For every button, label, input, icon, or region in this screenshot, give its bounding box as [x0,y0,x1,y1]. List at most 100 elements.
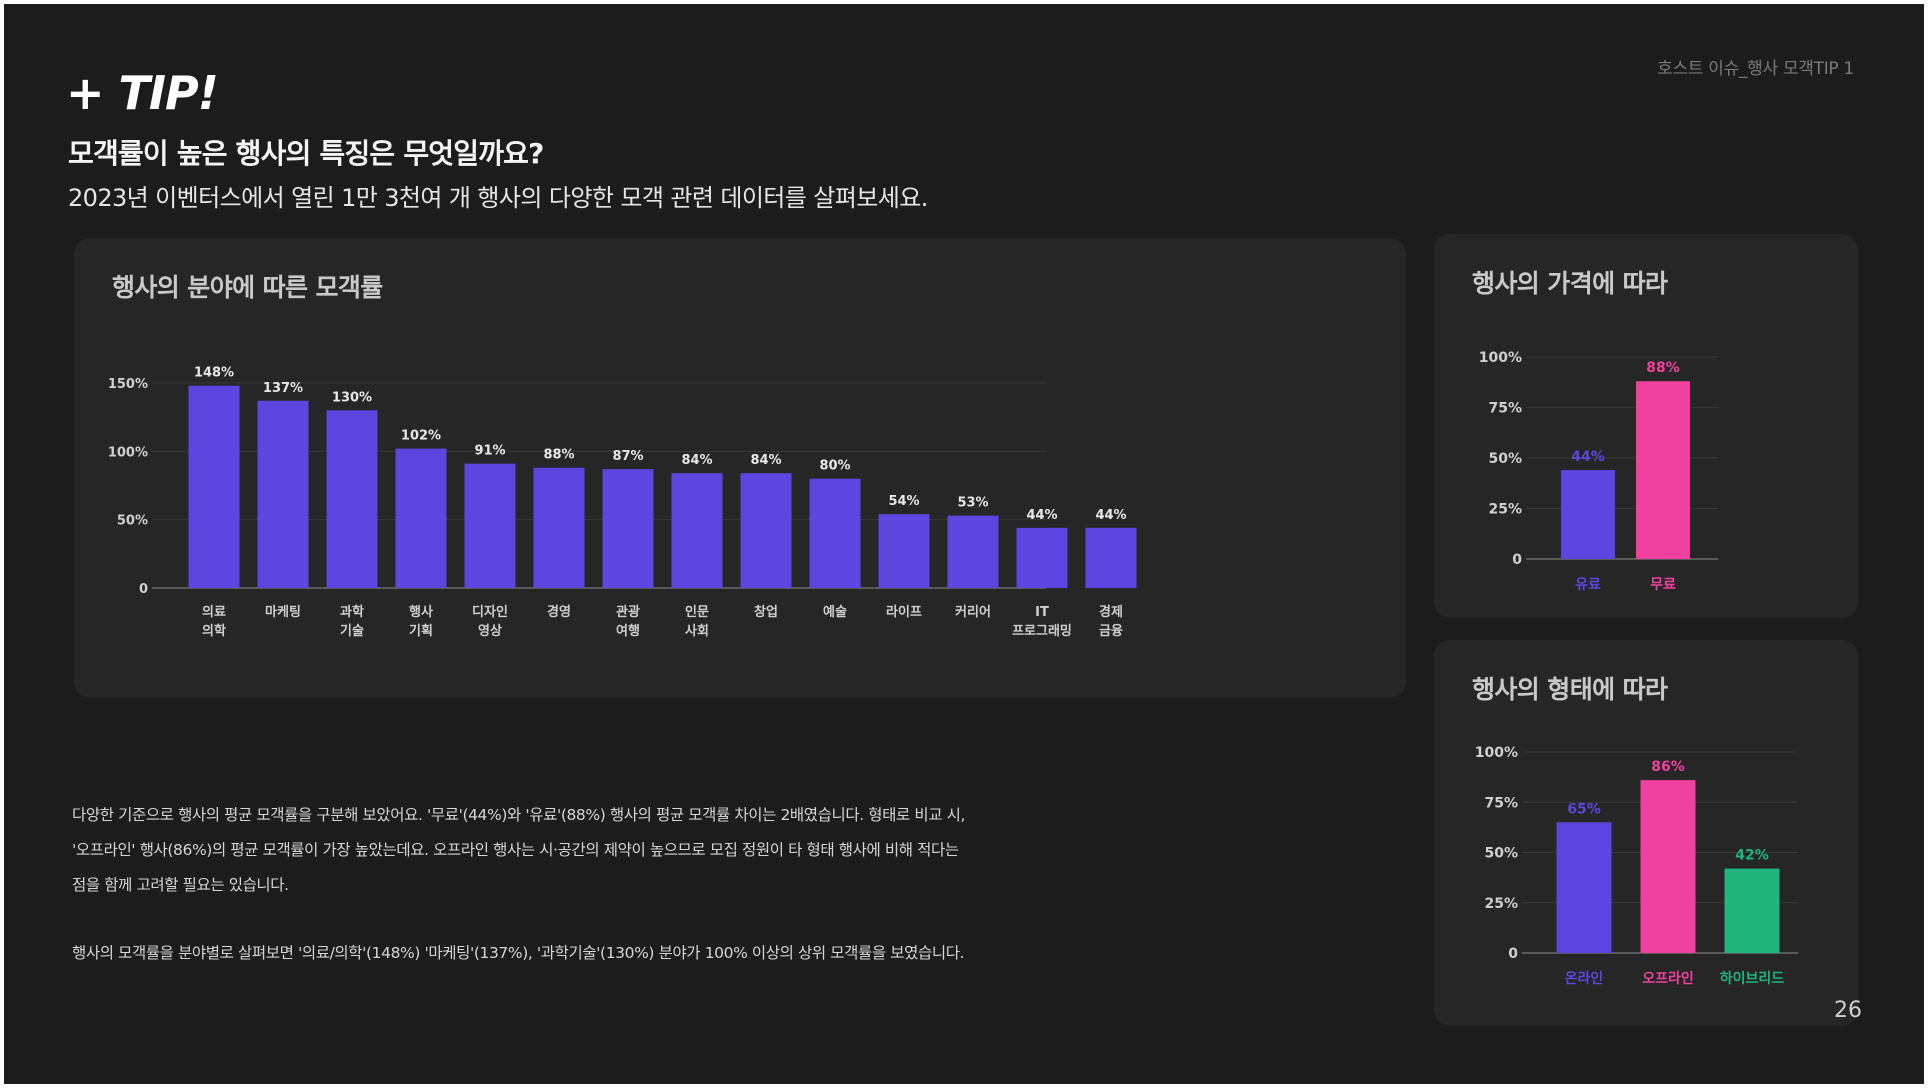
category-chart-category-label: 창업 [754,604,778,620]
category-chart-category-label: 영상 [478,624,502,639]
category-chart-category-label: 마케팅 [265,604,301,620]
category-chart-category-label: 여행 [616,623,640,639]
tip-title: + TIP! [66,66,219,120]
category-chart-value-label: 84% [750,453,781,468]
format-chart-title: 행사의 형태에 따라 [1472,675,1668,704]
category-chart-category-label: 예술 [823,604,847,620]
category-chart-bar [809,478,861,588]
format-chart-bar [1724,868,1780,953]
category-chart-bar [464,463,516,588]
category-chart-bar [947,515,999,588]
category-chart-category-label: 사회 [685,623,709,639]
category-chart-category-label: 행사 [409,604,433,620]
category-chart-y-tick-label: 100% [108,445,148,460]
category-chart-value-label: 88% [543,448,574,463]
category-chart-value-label: 80% [819,459,850,474]
category-chart-value-label: 91% [474,444,505,459]
category-chart-category-label: 기획 [409,623,433,639]
page-heading: 모객률이 높은 행사의 특징은 무엇일까요? [68,137,544,170]
category-chart-value-label: 148% [194,366,234,381]
category-chart-value-label: 130% [332,390,372,405]
category-chart-category-label: 의학 [202,623,226,639]
category-chart-value-label: 44% [1026,508,1057,523]
format-chart-y-tick-label: 75% [1484,795,1518,811]
format-chart-category-label: 오프라인 [1642,970,1694,987]
category-chart-bar [1085,527,1137,588]
description-line-2: '오프라인' 행사(86%)의 평균 모객률이 가장 높았는데요. 오프라인 행… [72,841,959,859]
category-chart-category-label: 라이프 [886,604,922,620]
price-chart-title: 행사의 가격에 따라 [1472,269,1668,298]
category-chart-value-label: 44% [1095,508,1126,523]
category-chart-bar [602,469,654,588]
description-line-3: 점을 함께 고려할 필요는 있습니다. [72,876,289,894]
price-chart-category-label: 유료 [1575,577,1601,593]
category-chart-category-label: 인문 [685,604,709,620]
format-chart-value-label: 42% [1735,848,1769,864]
price-chart-category-label: 무료 [1650,577,1676,593]
category-chart-category-label: IT [1035,605,1049,620]
price-chart-bar [1636,381,1690,559]
category-chart-bar [533,467,585,588]
format-chart-category-label: 하이브리드 [1720,970,1785,987]
category-chart-category-label: 커리어 [955,604,991,620]
format-chart: 0 25% 50% 75% 100% 65% 온라인 86% 오프라인 42% 하이브리드 [1475,745,1798,987]
category-chart-y-tick-label: 50% [117,514,148,529]
category-chart-y-tick-label: 150% [108,377,148,392]
price-chart-bar [1561,470,1615,559]
price-chart-y-tick-label: 75% [1488,401,1522,417]
category-chart-value-label: 87% [612,449,643,464]
category-chart-bar [671,473,723,588]
category-chart-value-label: 53% [957,496,988,511]
category-chart-bar [878,514,930,588]
section-label: 호스트 이슈_행사 모객TIP 1 [1657,59,1854,79]
format-chart-value-label: 86% [1651,759,1685,775]
category-chart-value-label: 54% [888,494,919,509]
category-chart-bar [395,448,447,588]
category-chart-value-label: 102% [401,429,441,444]
description-line-1: 다양한 기준으로 행사의 평균 모객률을 구분해 보았어요. '무료'(44%)… [72,806,966,824]
category-chart-category-label: 경제 [1099,604,1123,620]
price-chart-value-label: 88% [1646,360,1680,376]
price-chart: 0 25% 50% 75% 100% 44% 유료 88% 무료 [1479,350,1718,593]
price-chart-y-tick-label: 100% [1479,350,1522,366]
format-chart-bar [1556,822,1612,953]
category-chart-bar [188,385,240,588]
format-chart-bar [1640,780,1696,953]
format-chart-y-tick-label: 0 [1508,946,1518,962]
format-chart-value-label: 65% [1567,801,1601,817]
price-chart-value-label: 44% [1571,449,1605,465]
category-chart-category-label: 금융 [1099,623,1123,639]
price-chart-y-tick-label: 0 [1512,552,1522,568]
price-chart-y-tick-label: 25% [1488,502,1522,518]
category-chart-value-label: 137% [263,381,303,396]
category-chart-value-label: 84% [681,453,712,468]
category-chart-y-tick-label: 0 [139,582,148,597]
category-chart-category-label: 경영 [547,604,571,620]
category-chart-bar [257,400,309,588]
format-chart-y-tick-label: 100% [1475,745,1518,761]
format-chart-card: 행사의 형태에 따라 0 25% 50% 75% 100% 65% 온라인 86% 오프라인 42… [1434,640,1858,1026]
page-number: 26 [1834,998,1862,1023]
format-chart-category-label: 온라인 [1565,970,1604,987]
category-chart-category-label: 디자인 [472,604,508,620]
category-chart-category-label: 관광 [616,604,640,620]
price-chart-card: 행사의 가격에 따라 0 25% 50% 75% 100% 44% 유료 88% 무료 [1434,234,1858,618]
category-chart-bar [1016,527,1068,588]
category-chart-category-label: 과학 [340,604,364,620]
description-paragraph-1: 다양한 기준으로 행사의 평균 모객률을 구분해 보았어요. '무료'(44%)… [72,798,1172,903]
category-chart-bar [740,473,792,588]
description-line-4: 행사의 모객률을 분야별로 살펴보면 '의료/의학'(148%) '마케팅'(1… [72,944,965,962]
category-chart-title: 행사의 분야에 따른 모객률 [112,273,383,302]
slide: 호스트 이슈_행사 모객TIP 1 + TIP! 모객률이 높은 행사의 특징은… [4,4,1924,1084]
description-paragraph-2: 행사의 모객률을 분야별로 살펴보면 '의료/의학'(148%) '마케팅'(1… [72,936,1172,971]
category-chart-category-label: 프로그래밍 [1012,623,1072,639]
category-chart-category-label: 기술 [340,624,364,639]
page-subheading: 2023년 이벤터스에서 열린 1만 3천여 개 행사의 다양한 모객 관련 데… [68,184,928,212]
format-chart-y-tick-label: 50% [1484,846,1518,862]
category-chart-category-label: 의료 [202,604,226,620]
category-chart-bar [326,410,378,588]
format-chart-y-tick-label: 25% [1484,896,1518,912]
price-chart-y-tick-label: 50% [1488,451,1522,467]
